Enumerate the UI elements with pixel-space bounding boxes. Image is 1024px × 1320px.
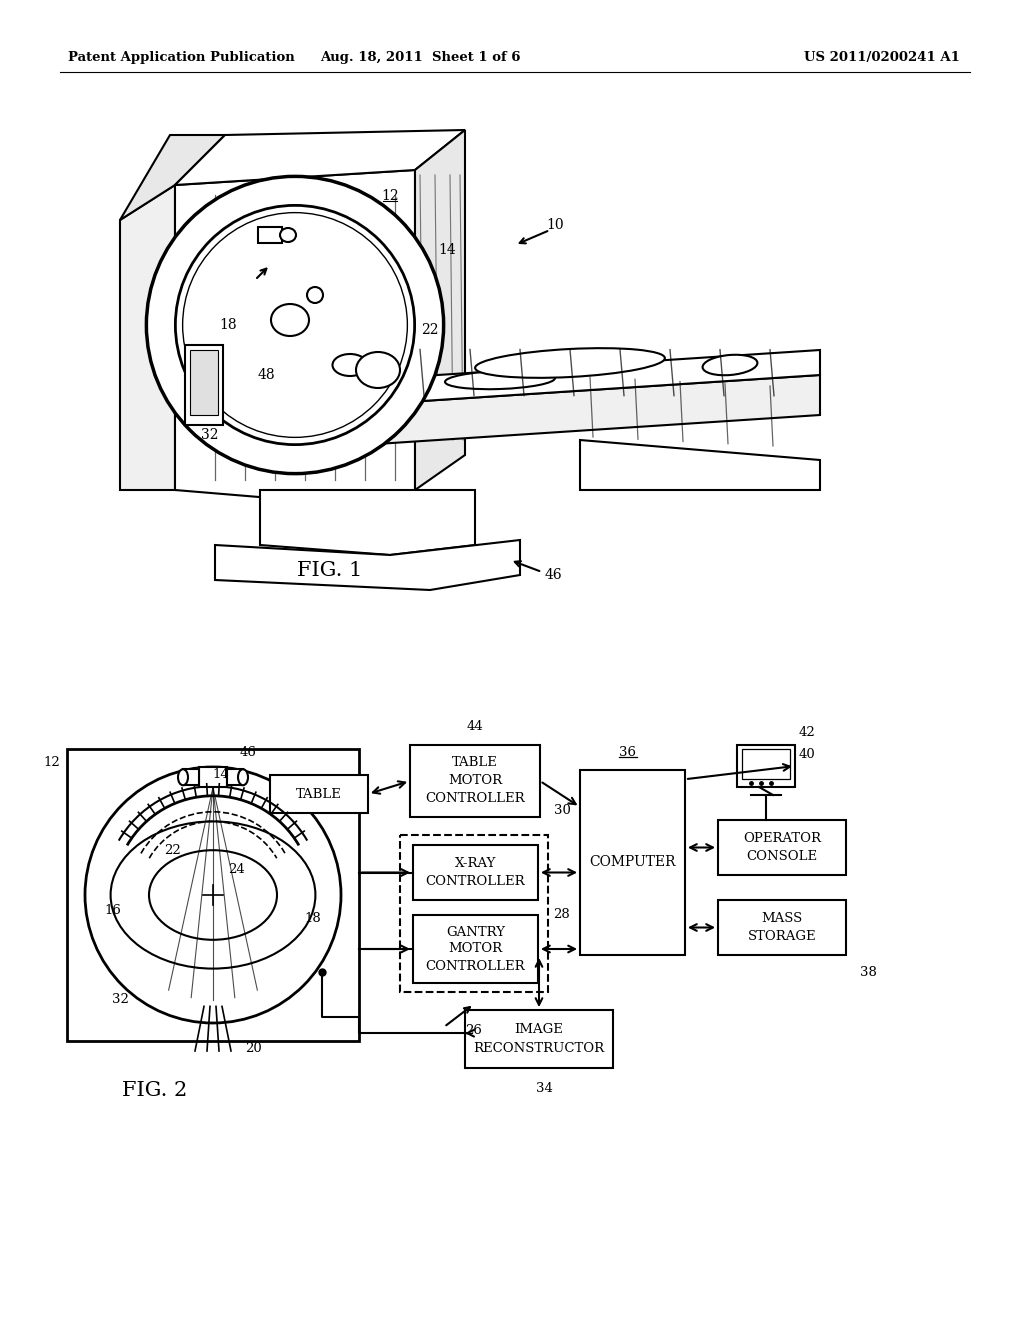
Ellipse shape — [271, 304, 309, 337]
Text: 18: 18 — [304, 912, 322, 924]
Polygon shape — [120, 135, 225, 220]
Bar — [185, 345, 223, 425]
Ellipse shape — [175, 206, 415, 445]
Text: 32: 32 — [113, 994, 129, 1006]
Bar — [183, 770, 199, 785]
Polygon shape — [175, 129, 465, 185]
Text: 46: 46 — [545, 568, 562, 582]
Ellipse shape — [178, 770, 188, 785]
Text: 10: 10 — [546, 218, 564, 232]
Polygon shape — [415, 129, 465, 490]
Text: 28: 28 — [554, 908, 570, 921]
Text: CONSOLE: CONSOLE — [746, 850, 817, 863]
Polygon shape — [215, 540, 520, 590]
Text: 22: 22 — [164, 843, 180, 857]
Text: 46: 46 — [240, 747, 256, 759]
Text: TABLE: TABLE — [296, 788, 342, 800]
Text: 14: 14 — [438, 243, 456, 257]
Text: TABLE: TABLE — [452, 756, 498, 770]
Bar — [270, 775, 368, 813]
Bar — [413, 845, 538, 900]
Circle shape — [85, 767, 341, 1023]
Text: RECONSTRUCTOR: RECONSTRUCTOR — [473, 1043, 604, 1055]
Text: IMAGE: IMAGE — [515, 1023, 563, 1036]
Text: US 2011/0200241 A1: US 2011/0200241 A1 — [804, 51, 961, 65]
Polygon shape — [260, 490, 475, 554]
Text: GANTRY: GANTRY — [446, 925, 505, 939]
Ellipse shape — [333, 354, 368, 376]
Text: 18: 18 — [219, 318, 237, 333]
Text: MASS: MASS — [762, 912, 803, 925]
Bar — [718, 820, 846, 875]
Ellipse shape — [356, 352, 400, 388]
Bar — [67, 748, 359, 1041]
Text: 42: 42 — [799, 726, 815, 739]
Text: MOTOR: MOTOR — [447, 775, 502, 788]
Text: FIG. 2: FIG. 2 — [123, 1081, 187, 1100]
Text: COMPUTER: COMPUTER — [589, 855, 676, 870]
Text: Patent Application Publication: Patent Application Publication — [68, 51, 295, 65]
Text: 24: 24 — [227, 863, 245, 876]
Ellipse shape — [280, 228, 296, 242]
Text: 40: 40 — [799, 748, 815, 762]
Bar — [718, 900, 846, 954]
Text: FIG. 1: FIG. 1 — [297, 561, 362, 579]
Text: 34: 34 — [536, 1081, 552, 1094]
Bar — [227, 770, 243, 785]
Bar — [410, 744, 540, 817]
Ellipse shape — [445, 371, 555, 389]
Text: 16: 16 — [104, 904, 122, 917]
Bar — [400, 836, 548, 993]
Polygon shape — [175, 170, 415, 510]
Text: 22: 22 — [421, 323, 438, 337]
Text: 26: 26 — [466, 1023, 482, 1036]
Text: 20: 20 — [246, 1041, 262, 1055]
Text: OPERATOR: OPERATOR — [743, 832, 821, 845]
Bar — [580, 770, 685, 954]
Ellipse shape — [182, 213, 408, 437]
Text: CONTROLLER: CONTROLLER — [426, 960, 525, 973]
Text: 32: 32 — [202, 428, 219, 442]
Polygon shape — [285, 350, 820, 411]
Text: 14: 14 — [213, 768, 229, 781]
Text: 30: 30 — [554, 804, 570, 817]
Text: 12: 12 — [381, 189, 398, 203]
Ellipse shape — [702, 355, 758, 375]
Bar — [413, 915, 538, 983]
Text: CONTROLLER: CONTROLLER — [425, 792, 525, 805]
Text: X-RAY: X-RAY — [455, 857, 497, 870]
Text: 44: 44 — [467, 721, 483, 734]
Ellipse shape — [150, 850, 278, 940]
Text: STORAGE: STORAGE — [748, 931, 816, 944]
Bar — [742, 748, 790, 779]
Bar — [258, 227, 282, 243]
Text: 48: 48 — [257, 368, 274, 381]
Text: MOTOR: MOTOR — [449, 942, 503, 956]
Bar — [199, 767, 227, 787]
Text: CONTROLLER: CONTROLLER — [426, 875, 525, 888]
Text: 38: 38 — [859, 966, 877, 979]
Polygon shape — [580, 440, 820, 490]
Bar — [737, 744, 795, 787]
Text: 12: 12 — [44, 755, 60, 768]
Polygon shape — [120, 185, 175, 490]
Ellipse shape — [475, 348, 665, 378]
Ellipse shape — [146, 177, 443, 474]
Bar — [465, 1010, 613, 1068]
Bar — [190, 350, 218, 414]
Text: 36: 36 — [618, 746, 636, 759]
Ellipse shape — [111, 821, 315, 969]
Circle shape — [307, 286, 323, 304]
Text: Aug. 18, 2011  Sheet 1 of 6: Aug. 18, 2011 Sheet 1 of 6 — [319, 51, 520, 65]
Polygon shape — [285, 375, 820, 450]
Ellipse shape — [238, 770, 248, 785]
